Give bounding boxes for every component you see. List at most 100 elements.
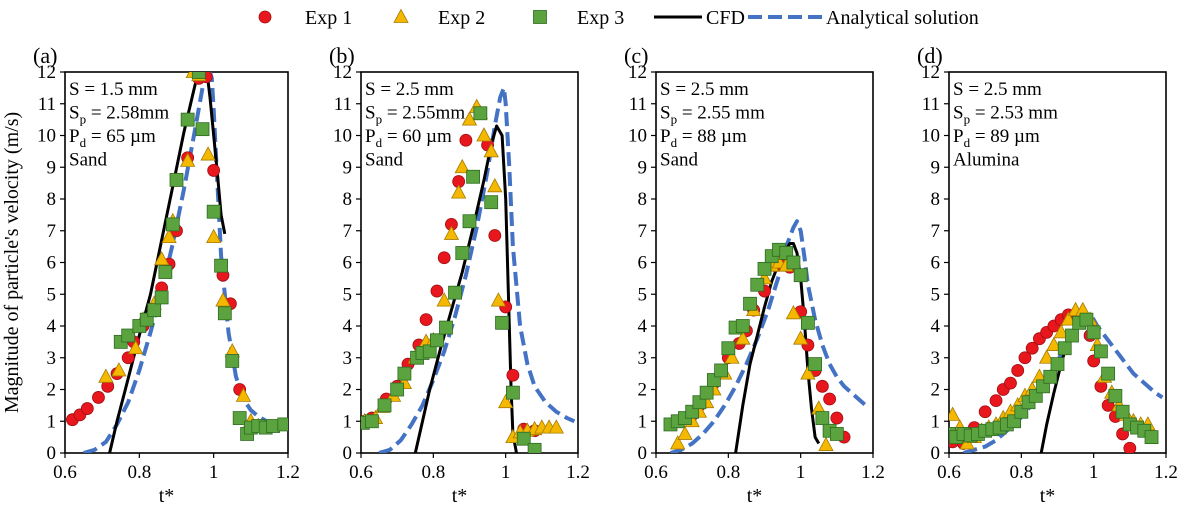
panel-b-ytick-label: 3: [343, 348, 353, 369]
panel-c-ytick-label: 1: [638, 411, 648, 432]
panel-d-exp2-point: [1053, 324, 1069, 339]
annotation-main: S: [365, 103, 376, 124]
annotation-main: S: [69, 103, 80, 124]
panel-b-exp3-point: [495, 315, 509, 330]
annotation-sub: d: [80, 135, 87, 150]
panel-a-annotation-line: Pd = 65 µm: [69, 126, 156, 150]
panel-a-exp3-point: [121, 328, 136, 343]
panel-c-exp3-point: [735, 319, 750, 333]
panel-b-exp3-point: [527, 442, 542, 453]
panel-d-ytick-label: 0: [931, 443, 941, 464]
panel-a-ytick-label: 9: [47, 157, 57, 178]
panel-a-exp3-point: [147, 303, 162, 318]
panel-c-ytick-label: 0: [638, 443, 648, 464]
panel-a-exp2-point: [215, 292, 231, 307]
panel-c-exp2-point: [800, 365, 816, 380]
annotation-main: S = 2.5 mm: [365, 79, 454, 100]
panel-a-ytick-label: 6: [47, 253, 57, 274]
panel-c-exp3-point: [808, 357, 823, 372]
panel-c-exp1-point: [823, 392, 836, 406]
panel-a-xlabel: t*: [159, 485, 175, 507]
panel-b-exp3-point: [466, 169, 481, 184]
panel-a-exp3-point: [195, 122, 210, 137]
panel-d-exp1-point: [1025, 341, 1039, 355]
panel-d-annotation-line: Pd = 89 µm: [953, 126, 1040, 150]
panel-b-ytick-label: 12: [333, 62, 352, 83]
annotation-rest: = 89 µm: [970, 126, 1040, 147]
panel-b-exp2-point: [487, 177, 503, 193]
legend-exp3-label: Exp 3: [577, 7, 624, 29]
panel-a-exp3-point: [217, 306, 232, 321]
panel-c-exp3-point: [699, 385, 714, 400]
panel-c-ytick-label: 3: [638, 348, 648, 369]
panel-a-ylabel: Magnitude of particle's velocity (m/s): [1, 112, 23, 413]
panel-d-ytick-label: 8: [931, 189, 941, 210]
panel-a-exp3-point: [180, 112, 195, 127]
panel-d-exp2-point: [1046, 336, 1062, 351]
panel-d-ytick-label: 1: [931, 411, 941, 432]
legend-item-exp2: Exp 2: [393, 7, 485, 29]
panel-c-xlabel: t*: [747, 485, 763, 507]
panel-c-plot-area: [663, 219, 868, 453]
panel-b-exp2-point: [443, 225, 460, 240]
annotation-main: P: [660, 126, 671, 147]
panel-b-ytick-label: 7: [343, 221, 353, 242]
panel-b-exp3-point: [364, 414, 379, 429]
panel-c-exp3-point: [801, 315, 815, 330]
panel-a-exp2-point: [111, 362, 127, 377]
annotation-rest: = 2.55 mm: [677, 103, 765, 124]
panel-d-exp3-point: [1043, 369, 1058, 384]
annotation-main: S: [660, 103, 671, 124]
panel-a-exp2-point: [200, 146, 216, 161]
annotation-main: Sand: [365, 150, 404, 171]
panel-c-exp2-point: [818, 436, 834, 451]
panel-b-xlabel: t*: [452, 485, 468, 507]
legend-item-exp3: Exp 3: [533, 7, 624, 29]
panel-d-exp2-point: [1038, 349, 1055, 364]
legend-exp2-label: Exp 2: [438, 7, 485, 29]
legend-exp2-marker: [393, 8, 409, 23]
panel-a-annotation-line: Sp = 2.58mm: [69, 103, 169, 127]
annotation-main: P: [69, 126, 80, 147]
panel-b-annotation-line: S = 2.5 mm: [365, 79, 454, 100]
legend-exp3-marker: [533, 10, 547, 24]
panel-c-exp2-point: [785, 304, 802, 320]
panel-a-exp2-point: [153, 250, 170, 266]
panel-b-ytick-label: 11: [334, 94, 352, 115]
panel-b-exp2-point: [454, 158, 470, 174]
panel-d-ytick-label: 12: [921, 62, 940, 83]
panel-b-exp3-point: [484, 195, 499, 210]
panel-c-exp3-point: [815, 411, 830, 425]
legend-exp1-marker: [258, 10, 272, 24]
panel-c-ytick-label: 7: [638, 221, 648, 242]
panel-d-plot-area: [949, 301, 1164, 453]
panel-c-xtick-label: 1: [796, 462, 806, 483]
panel-b-exp1-point: [459, 133, 473, 147]
panel-d-ytick-label: 5: [931, 284, 941, 305]
panel-b-xtick-label: 1: [501, 462, 511, 483]
panel-c-ytick-label: 10: [628, 126, 647, 147]
annotation-sub: p: [964, 112, 971, 127]
panel-d-xlabel: t*: [1040, 485, 1056, 507]
panel-a-exp2-point: [98, 368, 114, 383]
legend-analytical-label: Analytical solution: [826, 7, 979, 29]
annotation-main: P: [953, 126, 964, 147]
panel-a-ytick-label: 11: [38, 94, 56, 115]
panel-c-exp3-point: [721, 341, 736, 356]
panel-b-ytick-label: 5: [343, 284, 353, 305]
panel-c-exp2-point: [670, 435, 686, 450]
panel-b-label: (b): [329, 43, 355, 68]
panel-b-exp3-point: [473, 106, 488, 121]
panel-b-exp3-point: [462, 214, 477, 229]
panel-b-annotation-line: Pd = 60 µm: [365, 126, 452, 150]
annotation-sub: d: [671, 135, 678, 150]
panel-d-annotation-line: Sp = 2.53 mm: [953, 103, 1058, 127]
panel-a-label: (a): [33, 43, 57, 68]
panel-b-xtick-label: 0.8: [421, 462, 445, 483]
annotation-main: Sand: [660, 150, 699, 171]
panel-c-exp2-point: [677, 425, 693, 440]
